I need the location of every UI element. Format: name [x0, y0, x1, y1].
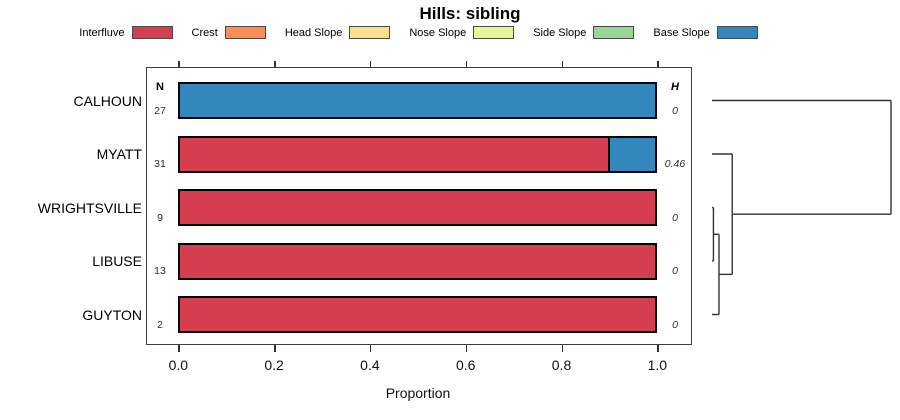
x-tick-bottom	[369, 345, 372, 352]
bar-segment-interfluve	[180, 298, 656, 331]
legend-label: Crest	[191, 26, 218, 39]
x-tick-label: 1.0	[647, 357, 668, 373]
h-value: 0	[672, 265, 678, 277]
h-value: 0	[672, 318, 678, 331]
x-tick-top	[178, 60, 180, 67]
bar-guyton	[178, 296, 658, 333]
x-tick-bottom	[274, 345, 276, 352]
legend-item-interfluve: Interfluve	[79, 26, 173, 39]
x-tick-bottom	[561, 345, 563, 352]
legend-swatch	[131, 26, 173, 39]
bar-segment-interfluve	[180, 244, 656, 278]
n-column-header: N	[156, 81, 164, 93]
n-value: 2	[157, 318, 163, 331]
legend-label: Base Slope	[653, 26, 710, 39]
n-value: 31	[154, 158, 166, 170]
row-label-myatt: MYATT	[96, 146, 142, 162]
legend-label: Nose Slope	[409, 26, 467, 39]
h-value: 0	[672, 211, 678, 224]
row-label-guyton: GUYTON	[82, 306, 142, 323]
legend: Interfluve Crest Head Slope Nose Slope Side …	[0, 26, 837, 39]
x-tick-bottom	[657, 345, 659, 352]
x-tick-top	[465, 60, 468, 67]
bar-segment-base-slope	[180, 84, 656, 117]
row-label-libuse: LIBUSE	[92, 253, 142, 269]
h-value: 0.46	[664, 158, 686, 170]
h-column-header: H	[671, 81, 679, 93]
row-label-calhoun: CALHOUN	[73, 92, 142, 109]
x-tick-label: 0.0	[168, 357, 189, 373]
bar-wrightsville	[178, 189, 658, 226]
n-value: 9	[157, 211, 163, 224]
legend-swatch	[716, 26, 758, 39]
legend-swatch	[349, 26, 391, 39]
bar-myatt	[178, 135, 658, 173]
bar-segment-interfluve	[180, 191, 656, 224]
n-value: 13	[154, 265, 166, 277]
x-tick-label: 0.2	[264, 357, 284, 373]
x-tick-top	[369, 60, 372, 67]
chart-title: Hills: sibling	[419, 4, 521, 23]
bar-calhoun	[178, 82, 658, 119]
legend-swatch	[593, 26, 635, 39]
row-label-wrightsville: WRIGHTSVILLE	[37, 199, 142, 216]
x-tick-label: 0.4	[360, 357, 380, 373]
legend-item-side-slope: Side Slope	[533, 26, 635, 39]
legend-swatch	[224, 26, 266, 39]
x-tick-bottom	[465, 345, 468, 352]
legend-item-head-slope: Head Slope	[285, 26, 391, 39]
legend-swatch	[473, 26, 515, 39]
n-value: 27	[154, 104, 166, 117]
bar-libuse	[178, 242, 658, 280]
legend-label: Interfluve	[79, 26, 125, 39]
x-axis-title: Proportion	[385, 385, 451, 401]
x-tick-top	[274, 60, 276, 67]
x-tick-bottom	[178, 345, 180, 352]
x-tick-top	[657, 60, 659, 67]
dendrogram	[712, 99, 892, 316]
legend-item-nose-slope: Nose Slope	[409, 26, 515, 39]
x-tick-label: 0.8	[551, 357, 572, 373]
legend-item-crest: Crest	[192, 26, 266, 39]
legend-item-base-slope: Base Slope	[653, 26, 758, 39]
bar-segment-base-slope	[607, 137, 656, 171]
legend-label: Side Slope	[533, 26, 587, 39]
legend-label: Head Slope	[284, 26, 343, 39]
h-value: 0	[672, 104, 678, 117]
x-tick-label: 0.6	[455, 357, 476, 373]
x-tick-top	[561, 60, 563, 67]
bar-segment-interfluve	[180, 137, 608, 171]
